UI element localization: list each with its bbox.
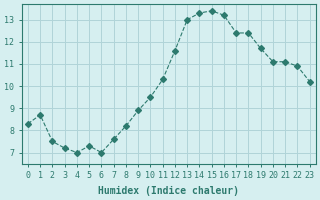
X-axis label: Humidex (Indice chaleur): Humidex (Indice chaleur)	[98, 186, 239, 196]
